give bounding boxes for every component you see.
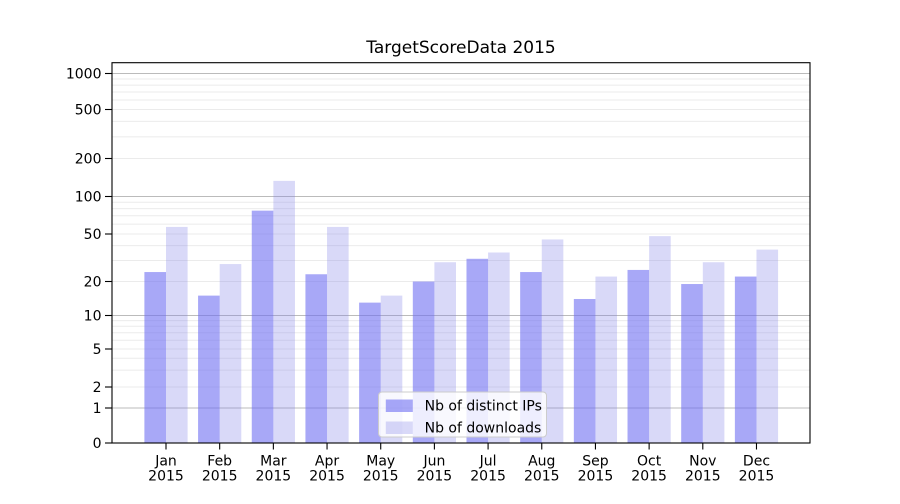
plot-border xyxy=(111,62,811,444)
y-axis: 0 1 2 5 10 20 50 100 200 500 1000 xyxy=(66,67,112,452)
x-tick-label: Jan 2015 xyxy=(148,454,184,485)
y-tick-label: 200 xyxy=(75,152,102,168)
bar-distinct-ips-jan xyxy=(144,272,166,443)
x-tick-label: Aug 2015 xyxy=(524,454,560,485)
legend-swatch-downloads xyxy=(385,421,413,434)
x-tick-label: Jun 2015 xyxy=(417,454,453,485)
y-tick-label: 5 xyxy=(93,342,102,358)
x-tick-label: Mar 2015 xyxy=(256,454,292,485)
y-tick-label: 10 xyxy=(84,309,102,325)
legend-label-downloads: Nb of downloads xyxy=(425,421,542,437)
y-tick-label: 2 xyxy=(93,380,102,396)
x-tick-label: Oct 2015 xyxy=(631,454,667,485)
bar-downloads-aug xyxy=(541,239,564,443)
x-tick-label: May 2015 xyxy=(363,454,399,485)
x-tick-label: Nov 2015 xyxy=(685,454,721,485)
legend-box xyxy=(378,391,547,438)
bar-distinct-ips-apr xyxy=(305,274,328,443)
y-tick-label: 50 xyxy=(84,227,102,243)
legend-swatch-distinct-ips xyxy=(385,399,413,412)
y-tick-label: 100 xyxy=(75,190,102,206)
x-tick-label: Apr 2015 xyxy=(309,454,345,485)
bar-distinct-ips-sep xyxy=(573,298,596,443)
bar-distinct-ips-mar xyxy=(251,210,274,443)
bar-distinct-ips-may xyxy=(359,302,381,443)
y-tick-label: 0 xyxy=(93,436,102,452)
x-axis: Jan 2015 Feb 2015 Mar 2015 Apr 2015 May 2015 Jun 20… xyxy=(148,443,774,485)
bar-distinct-ips-feb xyxy=(198,295,220,443)
bar-downloads-dec xyxy=(756,249,779,443)
bar-downloads-oct xyxy=(649,236,671,443)
legend: Nb of distinct IPs Nb of downloads xyxy=(378,391,547,438)
bar-downloads-sep xyxy=(595,276,618,443)
y-tick-label: 1000 xyxy=(66,67,102,83)
y-tick-label: 20 xyxy=(84,275,102,291)
x-tick-label: Jul 2015 xyxy=(470,454,506,485)
bar-distinct-ips-nov xyxy=(681,284,703,443)
legend-label-distinct-ips: Nb of distinct IPs xyxy=(425,399,542,415)
y-tick-label: 1 xyxy=(93,401,102,417)
x-tick-label: Sep 2015 xyxy=(578,454,614,485)
x-tick-label: Feb 2015 xyxy=(202,454,238,485)
bar-downloads-nov xyxy=(702,262,725,443)
y-tick-label: 500 xyxy=(75,103,102,119)
bar-downloads-jan xyxy=(166,226,188,443)
bar-downloads-mar xyxy=(273,180,295,444)
x-tick-label: Dec 2015 xyxy=(739,454,775,485)
bar-distinct-ips-oct xyxy=(627,269,650,443)
bar-downloads-feb xyxy=(219,264,242,443)
bar-distinct-ips-dec xyxy=(734,276,757,443)
bar-downloads-apr xyxy=(327,226,349,443)
chart-title: TargetScoreData 2015 xyxy=(365,38,555,58)
